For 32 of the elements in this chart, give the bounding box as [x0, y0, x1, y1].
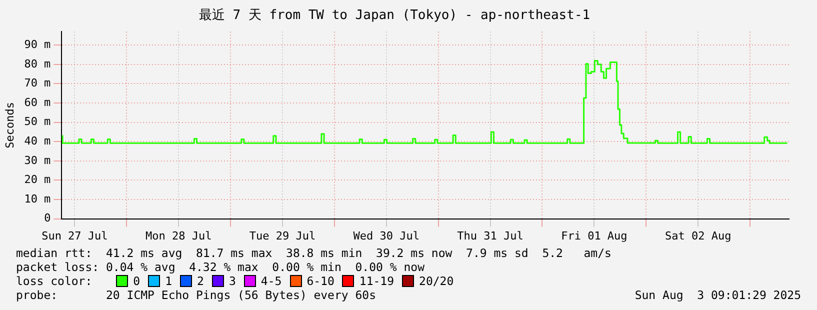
y-tick-label: 40 m: [24, 134, 52, 148]
x-tick-label: Fri 01 Aug: [561, 229, 628, 242]
legend-label: 4-5: [260, 274, 282, 288]
legend-title: loss color:: [16, 274, 92, 288]
x-tick-label: Tue 29 Jul: [249, 229, 316, 242]
y-tick-label: 80 m: [24, 57, 52, 70]
legend-label: 3: [228, 274, 236, 288]
y-axis-title: Seconds: [3, 102, 16, 148]
text: Sun Aug 3 09:01:29 2025: [634, 288, 801, 302]
text: probe: 20 ICMP Echo Pings (56 Bytes) every 60s: [16, 288, 376, 302]
legend-label: 20/20: [419, 274, 454, 288]
x-tick-label: Wed 30 Jul: [353, 229, 420, 242]
y-tick-label: 50 m: [24, 115, 52, 128]
y-tick-label: 60 m: [24, 96, 52, 109]
y-tick-label: 30 m: [24, 154, 52, 167]
text: median rtt: 41.2 ms avg 81.7 ms max 38.8 ms min 39.2 ms now 7.9 ms sd 5.2 am/s: [16, 246, 612, 260]
y-tick-label: 0: [44, 212, 51, 225]
y-tick-label: 90 m: [24, 38, 52, 51]
legend-label: 1: [165, 274, 172, 288]
x-tick-label: Sun 27 Jul: [42, 229, 108, 242]
text: packet loss: 0.04 % avg 4.32 % max 0.00 % min 0.00 % now: [16, 260, 426, 274]
legend-label: 0: [133, 274, 140, 288]
chart-title: 最近 7 天 from TW to Japan (Tokyo) - ap-northeast-1: [198, 8, 590, 24]
x-tick-label: Thu 31 Jul: [457, 229, 524, 242]
legend-label: 11-19: [359, 274, 394, 288]
x-tick-label: Mon 28 Jul: [145, 229, 212, 242]
y-tick-label: 20 m: [24, 173, 52, 186]
x-tick-label: Sat 02 Aug: [664, 229, 732, 242]
legend-label: 6-10: [306, 274, 334, 288]
legend-label: 2: [197, 274, 204, 288]
y-tick-label: 70 m: [24, 76, 52, 90]
y-tick-label: 10 m: [24, 192, 52, 206]
